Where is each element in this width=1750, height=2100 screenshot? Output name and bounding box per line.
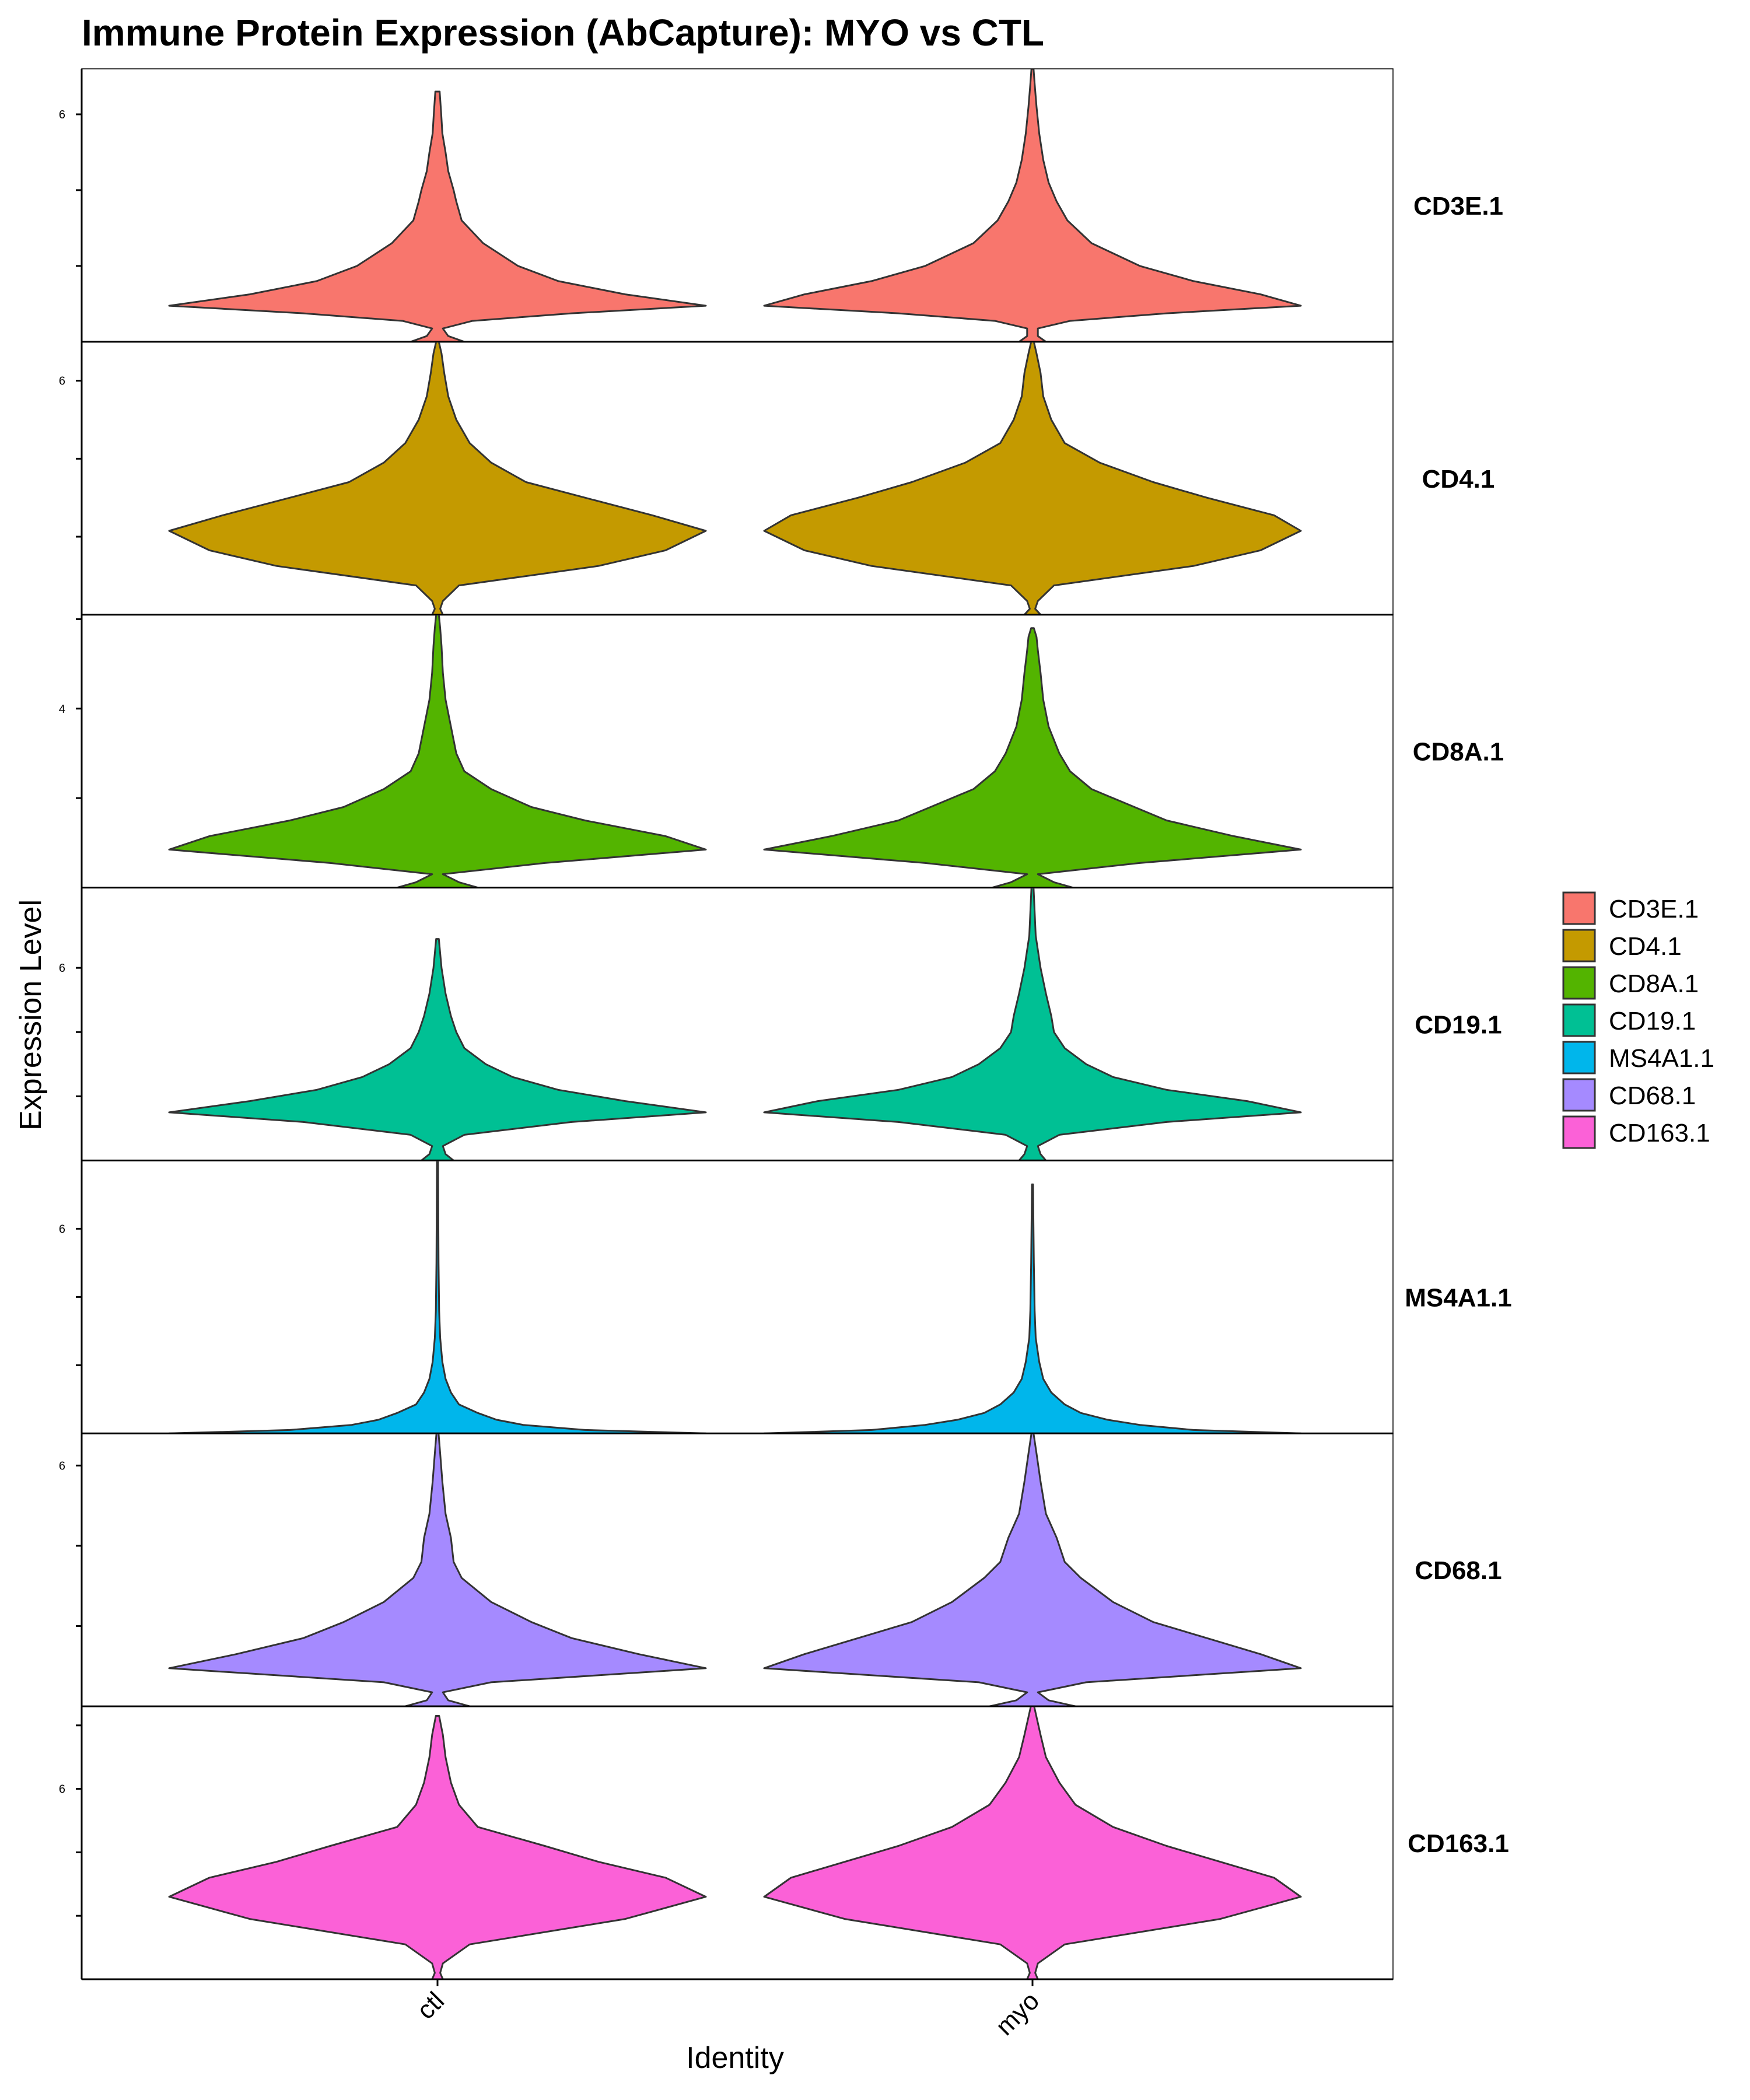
legend-label: MS4A1.1: [1609, 1044, 1714, 1073]
strip-label: CD68.1: [1415, 1556, 1502, 1585]
legend-item: CD19.1: [1562, 1003, 1696, 1037]
violin-ms4a1-1-myo: [763, 1183, 1302, 1434]
legend-key: [1562, 891, 1596, 925]
violin-cd163-1-ctl: [168, 1715, 707, 1979]
violin-cd8a-1-myo: [763, 627, 1302, 888]
strip-label: CD4.1: [1422, 465, 1495, 494]
strip-label: CD3E.1: [1413, 192, 1503, 220]
panel-ms4a1-1: 6 MS4A1.1: [59, 1160, 1512, 1434]
panel-border: [81, 1160, 1394, 1434]
x-axis-title: Identity: [686, 2041, 784, 2075]
violin-ms4a1-1-ctl: [168, 1160, 707, 1434]
x-tick-label: myo: [991, 1986, 1045, 2041]
x-axis: ctl myo: [411, 1979, 1045, 2041]
panel-cd68-1: 6 CD68.1: [59, 1433, 1502, 1707]
panel-cd19-1: 6 CD19.1: [59, 887, 1502, 1161]
violin-cd4-1-myo: [763, 341, 1302, 615]
legend-label: CD19.1: [1609, 1007, 1696, 1035]
legend-key: [1562, 1115, 1596, 1149]
legend-key: [1562, 1003, 1596, 1037]
y-tick-label: 6: [59, 1783, 65, 1796]
legend-item: CD4.1: [1562, 929, 1682, 963]
panel-cd4-1: 6 CD4.1: [59, 341, 1495, 616]
legend-label: CD3E.1: [1609, 895, 1699, 923]
violin-cd68-1-myo: [763, 1433, 1302, 1707]
legend-item: CD8A.1: [1562, 966, 1699, 1000]
legend-label: CD68.1: [1609, 1082, 1696, 1110]
violin-cd8a-1-ctl: [168, 614, 707, 888]
chart-title: Immune Protein Expression (AbCapture): M…: [82, 12, 1044, 54]
panel-cd3e-1: 6 CD3E.1: [59, 68, 1503, 343]
legend-label: CD4.1: [1609, 932, 1682, 961]
violin-cd163-1-myo: [763, 1706, 1302, 1979]
legend-item: CD68.1: [1562, 1078, 1696, 1112]
violin-cd3e-1-myo: [763, 69, 1302, 342]
violin-cd19-1-myo: [763, 887, 1302, 1161]
legend-key: [1562, 929, 1596, 963]
legend-key: [1562, 1078, 1596, 1112]
y-tick-label: 6: [59, 108, 65, 121]
x-tick-label: ctl: [411, 1986, 450, 2025]
legend-item: CD163.1: [1562, 1115, 1710, 1149]
legend-label: CD163.1: [1609, 1119, 1710, 1147]
violin-cd4-1-ctl: [168, 341, 707, 615]
legend-item: CD3E.1: [1562, 891, 1699, 925]
panel-border: [81, 1706, 1394, 1980]
legend-item: MS4A1.1: [1562, 1041, 1714, 1074]
y-tick-label: 4: [59, 703, 65, 716]
strip-label: CD8A.1: [1413, 738, 1504, 766]
violin-cd19-1-ctl: [168, 938, 707, 1161]
strip-label: MS4A1.1: [1405, 1283, 1511, 1312]
panel-cd8a-1: 4 CD8A.1: [59, 614, 1504, 889]
legend-key: [1562, 966, 1596, 1000]
panel-cd163-1: 6 CD163.1: [59, 1706, 1509, 1980]
y-tick-label: 6: [59, 1460, 65, 1472]
violin-cd3e-1-ctl: [168, 90, 707, 342]
y-axis-title: Expression Level: [14, 900, 48, 1130]
strip-label: CD163.1: [1408, 1829, 1509, 1858]
legend: CD3E.1 CD4.1 CD8A.1 CD19.1 MS4A1.1 CD68.1 CD16…: [1562, 891, 1714, 1149]
panel-border: [81, 341, 1394, 615]
panels-layer: 6 CD3E.1 6 CD4.1 4 CD8A.1 6 CD19.1 6 MS4A1.1 6 CD68…: [59, 68, 1512, 1980]
y-tick-label: 6: [59, 1223, 65, 1236]
violin-cd68-1-ctl: [168, 1433, 707, 1707]
legend-key: [1562, 1041, 1596, 1074]
y-tick-label: 6: [59, 962, 65, 975]
strip-label: CD19.1: [1415, 1011, 1502, 1040]
legend-label: CD8A.1: [1609, 970, 1699, 998]
y-tick-label: 6: [59, 375, 65, 388]
